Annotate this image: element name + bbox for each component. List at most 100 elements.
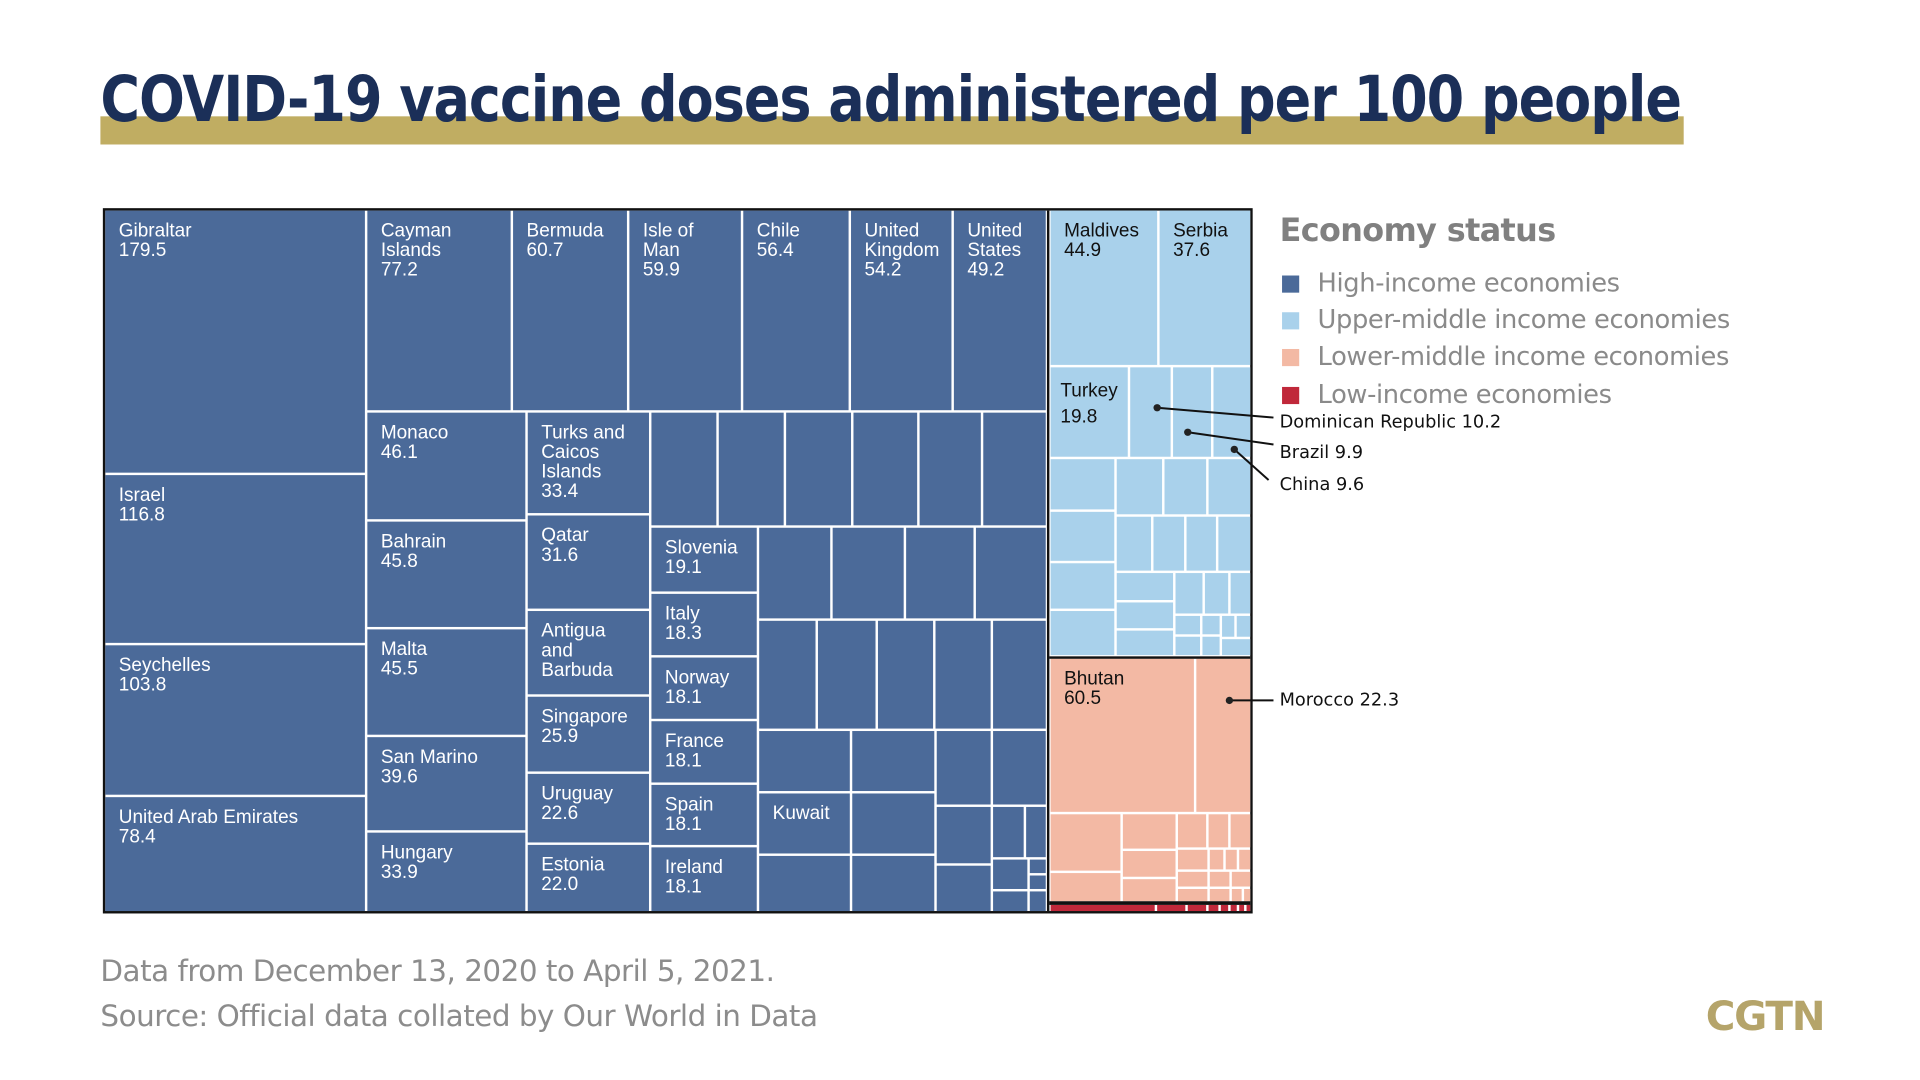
treemap-cell-unlabeled — [1116, 630, 1174, 656]
treemap-cell-turks-and-caicos-islands: Turks and Caicos Islands 33.4 — [527, 412, 649, 514]
treemap-cell-malta: Malta 45.5 — [367, 629, 526, 735]
treemap-cell-unlabeled — [1225, 849, 1237, 870]
annotation-china: China 9.6 — [1279, 475, 1365, 495]
treemap-cell-ireland: Ireland 18.1 — [651, 847, 757, 912]
cell-label: Isle of Man 59.9 — [642, 220, 694, 281]
treemap-cell-unlabeled — [1218, 516, 1251, 571]
treemap-cell-unlabeled — [1157, 904, 1186, 912]
treemap-cell-unlabeled — [1050, 611, 1115, 656]
treemap-cell-unlabeled — [1236, 615, 1251, 637]
treemap: Gibraltar 179.5 Israel 116.8 Seychelles 10… — [102, 208, 1253, 914]
group-divider — [1046, 210, 1050, 912]
treemap-cell-unlabeled — [1239, 849, 1251, 870]
cell-label: Bhutan 60.5 — [1064, 668, 1125, 709]
treemap-cell-unlabeled — [1050, 814, 1121, 871]
legend-label: High-income economies — [1317, 268, 1621, 298]
treemap-cell-unlabeled — [1175, 636, 1201, 656]
legend-label: Lower-middle income economies — [1317, 341, 1730, 372]
treemap-cell-bahrain: Bahrain 45.8 — [367, 521, 526, 627]
treemap-cell-singapore: Singapore 25.9 — [527, 696, 649, 772]
treemap-cell-unlabeled — [993, 891, 1028, 912]
treemap-cell-unlabeled — [1239, 904, 1245, 912]
treemap-cell-unlabeled — [1116, 573, 1174, 601]
treemap-cell-unlabeled — [1050, 873, 1121, 902]
treemap-cell-unlabeled — [718, 412, 784, 526]
treemap-cell-unlabeled — [852, 731, 935, 792]
cell-label: Seychelles 103.8 — [118, 655, 211, 696]
treemap-cell-unlabeled — [1177, 814, 1207, 848]
cell-label: Turks and Caicos Islands 33.4 — [541, 422, 625, 503]
cell-label: Bermuda 60.7 — [526, 220, 604, 261]
annotation-morocco: Morocco 22.3 — [1279, 690, 1400, 711]
treemap-cell-qatar: Qatar 31.6 — [527, 515, 649, 609]
treemap-cell-unlabeled — [1208, 814, 1229, 848]
treemap-cell-unlabeled — [786, 412, 852, 526]
footer-source: Source: Official data collated by Our Wo… — [100, 999, 818, 1034]
treemap-cell-unlabeled — [1153, 516, 1185, 571]
treemap-cell-turkey: Turkey 19.8 — [1050, 367, 1128, 457]
treemap-cell-unlabeled — [1208, 904, 1219, 912]
treemap-cell-unlabeled — [852, 855, 935, 912]
group-divider — [1049, 901, 1251, 905]
treemap-cell-kuwait: Kuwait — [759, 793, 850, 854]
cell-label: Spain 18.1 — [664, 794, 714, 836]
title-underline-bar — [100, 116, 1684, 145]
treemap-cell-seychelles: Seychelles 103.8 — [105, 645, 365, 795]
treemap-cell-unlabeled — [1122, 851, 1176, 877]
treemap-cell-estonia: Estonia 22.0 — [527, 844, 649, 912]
annotation-brazil: Brazil 9.9 — [1279, 443, 1364, 463]
cell-label: Turkey 19.8 — [1060, 380, 1118, 428]
treemap-cell-spain: Spain 18.1 — [651, 784, 757, 845]
treemap-cell-unlabeled — [853, 412, 918, 526]
treemap-cell-unlabeled — [936, 731, 991, 805]
treemap-cell-unlabeled — [1209, 871, 1230, 887]
treemap-cell-unlabeled — [1116, 602, 1174, 629]
treemap-cell-isle-of-man: Isle of Man 59.9 — [629, 210, 741, 411]
treemap-cell-unlabeled — [1177, 871, 1208, 887]
treemap-cell-unlabeled — [993, 859, 1028, 889]
treemap-cell-unlabeled — [1230, 814, 1251, 848]
cell-label: Uruguay 22.6 — [541, 783, 613, 825]
chart-title: COVID-19 vaccine doses administered per … — [100, 63, 1682, 138]
treemap-cell-unlabeled — [1187, 904, 1207, 912]
treemap-cell-unlabeled — [1222, 639, 1251, 656]
cell-label: Cayman Islands 77.2 — [380, 220, 452, 281]
treemap-cell-unlabeled — [832, 527, 904, 619]
treemap-cell-unlabeled — [1122, 879, 1176, 902]
treemap-cell-unlabeled — [1029, 875, 1046, 889]
cell-label: France 18.1 — [664, 731, 724, 772]
treemap-cell-antigua-and-barbuda: Antigua and Barbuda — [527, 611, 649, 695]
treemap-cell-unlabeled — [1175, 615, 1201, 635]
cell-label: San Marino 39.6 — [380, 746, 478, 788]
treemap-cell-maldives: Maldives 44.9 — [1050, 210, 1158, 365]
treemap-cell-unlabeled — [1202, 615, 1220, 635]
treemap-cell-bhutan: Bhutan 60.5 — [1050, 658, 1194, 812]
treemap-cell-monaco: Monaco 46.1 — [367, 412, 526, 520]
treemap-cell-uruguay: Uruguay 22.6 — [527, 773, 649, 843]
treemap-cell-unlabeled — [1050, 563, 1115, 609]
treemap-cell-unlabeled — [1029, 859, 1046, 874]
treemap-cell-serbia: Serbia 37.6 — [1159, 210, 1251, 365]
treemap-cell-italy: Italy 18.3 — [651, 593, 757, 656]
treemap-cell-unlabeled — [1177, 849, 1208, 870]
treemap-cell-united-states: United States 49.2 — [953, 210, 1046, 411]
treemap-cell-cayman-islands: Cayman Islands 77.2 — [367, 210, 511, 411]
treemap-cell-unlabeled — [1116, 516, 1152, 571]
legend-label: Upper-middle income economies — [1317, 304, 1731, 335]
treemap-cell-unlabeled — [1173, 367, 1212, 457]
treemap-cell-unlabeled — [936, 806, 991, 864]
treemap-cell-unlabeled — [1186, 516, 1216, 571]
treemap-cell-slovenia: Slovenia 19.1 — [651, 527, 757, 592]
treemap-cell-gibraltar: Gibraltar 179.5 — [105, 210, 365, 473]
treemap-cell-unlabeled — [919, 412, 981, 526]
treemap-cell-unlabeled — [1231, 888, 1242, 902]
cell-label: United Kingdom 54.2 — [864, 220, 940, 281]
treemap-cell-unlabeled — [1231, 871, 1251, 887]
treemap-cell-france: France 18.1 — [651, 721, 757, 783]
treemap-cell-unlabeled — [759, 731, 850, 792]
treemap-cell-hungary: Hungary 33.9 — [367, 832, 526, 912]
treemap-cell-unlabeled — [1208, 459, 1251, 515]
treemap-cell-chile: Chile 56.4 — [743, 210, 849, 411]
treemap-cell-unlabeled — [993, 806, 1024, 858]
